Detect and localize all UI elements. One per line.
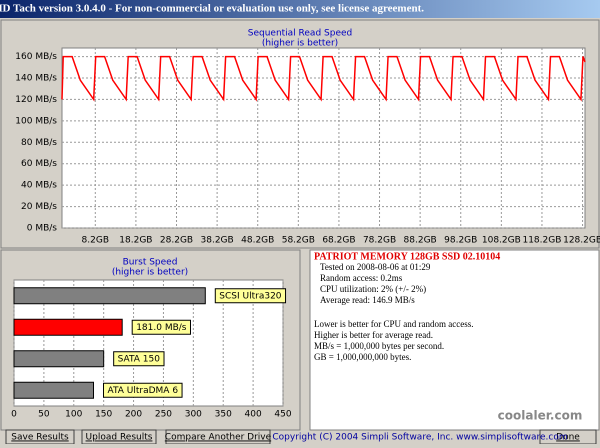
bar (13, 350, 105, 368)
chart-title: Burst Speed (123, 258, 178, 268)
note-line: MB/s = 1,000,000 bytes per second. (314, 341, 444, 351)
y-tick-label: 20 MB/s (21, 202, 57, 212)
result-line: Random access: 0.2ms (320, 273, 403, 283)
value-label: 181.0 MB/s (136, 323, 187, 333)
x-tick-label: 50 (38, 410, 50, 420)
x-tick-label: 128.2GB (563, 236, 600, 246)
label-box (131, 319, 191, 335)
y-tick-label: 60 MB/s (21, 159, 57, 169)
chart-title: Sequential Read Speed (248, 29, 353, 39)
result-line: Average read: 146.9 MB/s (320, 295, 415, 305)
button-label[interactable]: Upload Results (86, 433, 153, 443)
button-label[interactable]: Compare Another Drive (165, 433, 272, 443)
button-label[interactable]: Done (556, 433, 580, 443)
x-tick-label: 150 (95, 410, 112, 420)
plot-area (61, 47, 586, 229)
bar-label: ATA UltraDMA 6 (108, 386, 179, 396)
copyright: Copyright (C) 2004 Simpli Software, Inc.… (272, 433, 567, 443)
result-line: Tested on 2008-08-06 at 01:29 (320, 262, 431, 272)
x-tick-label: 58.2GB (282, 236, 315, 246)
y-tick-label: 80 MB/s (21, 138, 57, 148)
y-tick-label: 0 MB/s (27, 224, 58, 234)
x-tick-label: 78.2GB (363, 236, 396, 246)
chart-subtitle: (higher is better) (112, 268, 188, 278)
result-line: CPU utilization: 2% (+/- 2%) (320, 284, 426, 294)
y-tick-label: 140 MB/s (15, 74, 57, 84)
bar-label: SATA 150 (118, 354, 161, 364)
y-tick-label: 120 MB/s (15, 95, 57, 105)
button-bar: Save Results Upload Results Compare Anothe… (5, 429, 597, 445)
x-tick-label: 38.2GB (201, 236, 234, 246)
label-box (113, 351, 165, 367)
x-tick-label: 88.2GB (404, 236, 437, 246)
bar (13, 381, 95, 399)
y-tick-label: 160 MB/s (15, 52, 57, 62)
x-tick-label: 300 (185, 410, 202, 420)
x-tick-label: 28.2GB (160, 236, 193, 246)
window-title: HD Tach version 3.0.4.0 - For non-commer… (0, 3, 424, 15)
note-line: Higher is better for average read. (314, 330, 433, 340)
info-panel (309, 249, 600, 431)
note-line: GB = 1,000,000,000 bytes. (314, 352, 411, 362)
drive-name: PATRIOT MEMORY 128GB SSD 02.10104 (314, 251, 500, 262)
x-tick-label: 8.2GB (82, 236, 109, 246)
x-tick-label: 100 (65, 410, 82, 420)
x-tick-label: 108.2GB (482, 236, 521, 246)
x-tick-label: 18.2GB (119, 236, 152, 246)
x-tick-label: 400 (245, 410, 262, 420)
label-box (214, 288, 287, 304)
y-tick-label: 40 MB/s (21, 181, 57, 191)
watermark: coolaler.com (498, 409, 583, 423)
note-line: Lower is better for CPU and random acces… (314, 319, 473, 329)
x-tick-label: 350 (215, 410, 232, 420)
x-tick-label: 450 (274, 410, 291, 420)
x-tick-label: 0 (11, 410, 17, 420)
bar (13, 318, 123, 336)
bar-label: SCSI Ultra320 (219, 291, 282, 301)
x-tick-label: 200 (125, 410, 142, 420)
title-bar (0, 0, 600, 18)
read-speed-line (61, 55, 586, 102)
y-tick-label: 100 MB/s (15, 116, 57, 126)
chart-subtitle: (higher is better) (262, 39, 338, 49)
x-tick-label: 68.2GB (322, 236, 355, 246)
x-tick-label: 48.2GB (241, 236, 274, 246)
x-tick-label: 118.2GB (522, 236, 561, 246)
bar (13, 287, 206, 305)
x-tick-label: 250 (155, 410, 172, 420)
button-label[interactable]: Save Results (11, 433, 69, 443)
label-box (103, 382, 183, 398)
x-tick-label: 98.2GB (444, 236, 477, 246)
